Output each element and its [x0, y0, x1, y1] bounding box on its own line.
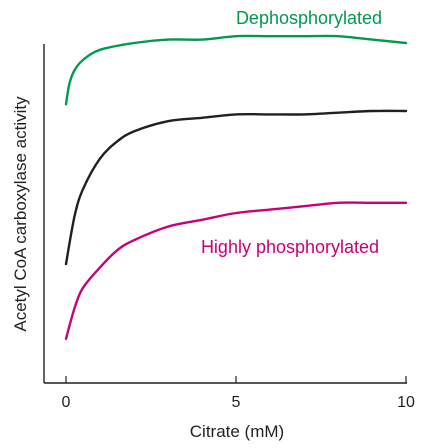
series-label-dephosphorylated: Dephosphorylated	[236, 8, 382, 28]
x-tick-label-0: 0	[62, 394, 71, 411]
series-label-highly-phosphorylated: Highly phosphorylated	[201, 237, 379, 257]
series-line-dephosphorylated	[64, 34, 408, 106]
y-axis-label: Acetyl CoA carboxylase activity	[11, 96, 30, 332]
x-axis-label: Citrate (mM)	[190, 422, 284, 441]
series-labels: Dephosphorylated Highly phosphorylated	[201, 8, 382, 257]
axes	[43, 44, 407, 384]
curves	[64, 34, 408, 340]
x-ticks: 0 5 10	[62, 376, 415, 411]
series-line-unlabeled	[64, 109, 408, 266]
x-tick-label-10: 10	[397, 394, 415, 411]
x-tick-label-5: 5	[232, 394, 241, 411]
series-line-highly-phosphorylated	[64, 201, 408, 340]
